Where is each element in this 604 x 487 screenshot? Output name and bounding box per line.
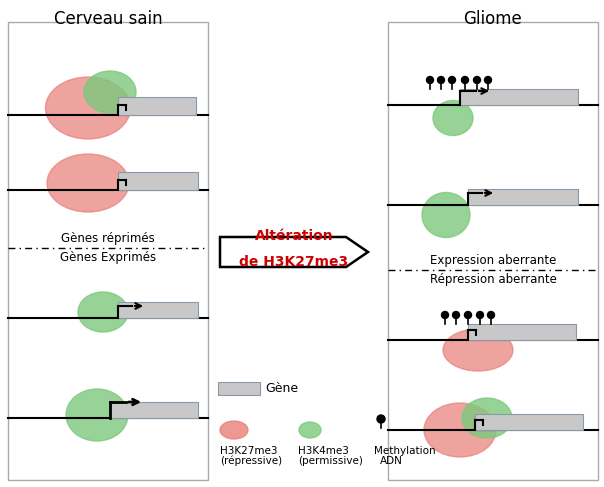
Circle shape: [487, 312, 495, 318]
FancyArrow shape: [220, 237, 368, 267]
Circle shape: [461, 76, 469, 83]
Circle shape: [426, 76, 434, 83]
Bar: [468, 189, 578, 205]
Text: Répression aberrante: Répression aberrante: [429, 273, 556, 286]
Bar: [218, 382, 260, 395]
Bar: [118, 302, 198, 318]
Bar: [8, 22, 208, 480]
Bar: [118, 97, 196, 115]
Ellipse shape: [424, 403, 496, 457]
Bar: [468, 324, 576, 340]
Text: Methylation: Methylation: [374, 446, 435, 456]
Circle shape: [464, 312, 472, 318]
Text: ADN: ADN: [380, 456, 403, 466]
Text: Expression aberrante: Expression aberrante: [430, 254, 556, 267]
Text: Gène: Gène: [265, 382, 298, 395]
Ellipse shape: [78, 292, 128, 332]
Circle shape: [477, 312, 483, 318]
Text: Gènes réprimés: Gènes réprimés: [61, 232, 155, 245]
Circle shape: [377, 415, 385, 423]
Text: (permissive): (permissive): [298, 456, 363, 466]
Bar: [110, 402, 198, 418]
Circle shape: [484, 76, 492, 83]
Text: H3K4me3: H3K4me3: [298, 446, 349, 456]
Ellipse shape: [47, 154, 129, 212]
Ellipse shape: [422, 192, 470, 238]
Bar: [388, 22, 598, 480]
Circle shape: [437, 76, 445, 83]
Text: Cerveau sain: Cerveau sain: [54, 10, 162, 28]
Ellipse shape: [66, 389, 128, 441]
Bar: [118, 172, 198, 190]
Ellipse shape: [84, 71, 136, 113]
Ellipse shape: [443, 329, 513, 371]
Ellipse shape: [299, 422, 321, 438]
Circle shape: [449, 76, 455, 83]
Bar: [475, 414, 583, 430]
Text: Gènes Exprimés: Gènes Exprimés: [60, 251, 156, 264]
Circle shape: [442, 312, 449, 318]
Ellipse shape: [462, 398, 512, 438]
Circle shape: [452, 312, 460, 318]
Text: H3K27me3: H3K27me3: [220, 446, 277, 456]
Text: (répressive): (répressive): [220, 456, 282, 467]
Ellipse shape: [220, 421, 248, 439]
Text: Altération: Altération: [255, 229, 333, 243]
Ellipse shape: [45, 77, 130, 139]
Text: de H3K27me3: de H3K27me3: [239, 255, 349, 269]
Bar: [460, 89, 578, 105]
Text: Gliome: Gliome: [464, 10, 522, 28]
Circle shape: [474, 76, 481, 83]
Ellipse shape: [433, 100, 473, 135]
